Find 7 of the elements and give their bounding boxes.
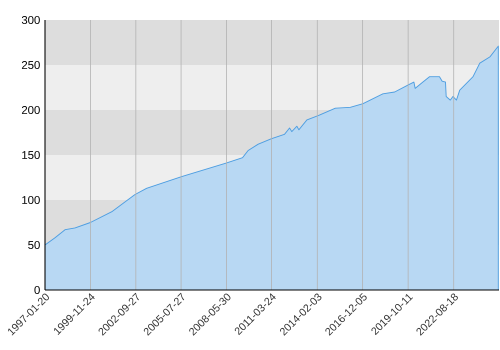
y-tick-label: 0 <box>34 286 40 294</box>
y-tick-label: 200 <box>22 106 40 114</box>
y-tick-label: 100 <box>22 196 40 204</box>
y-tick-label: 300 <box>22 16 40 24</box>
y-tick-label: 50 <box>28 241 40 250</box>
y-tick-label: 250 <box>22 61 40 70</box>
y-tick-label: 150 <box>22 151 40 160</box>
